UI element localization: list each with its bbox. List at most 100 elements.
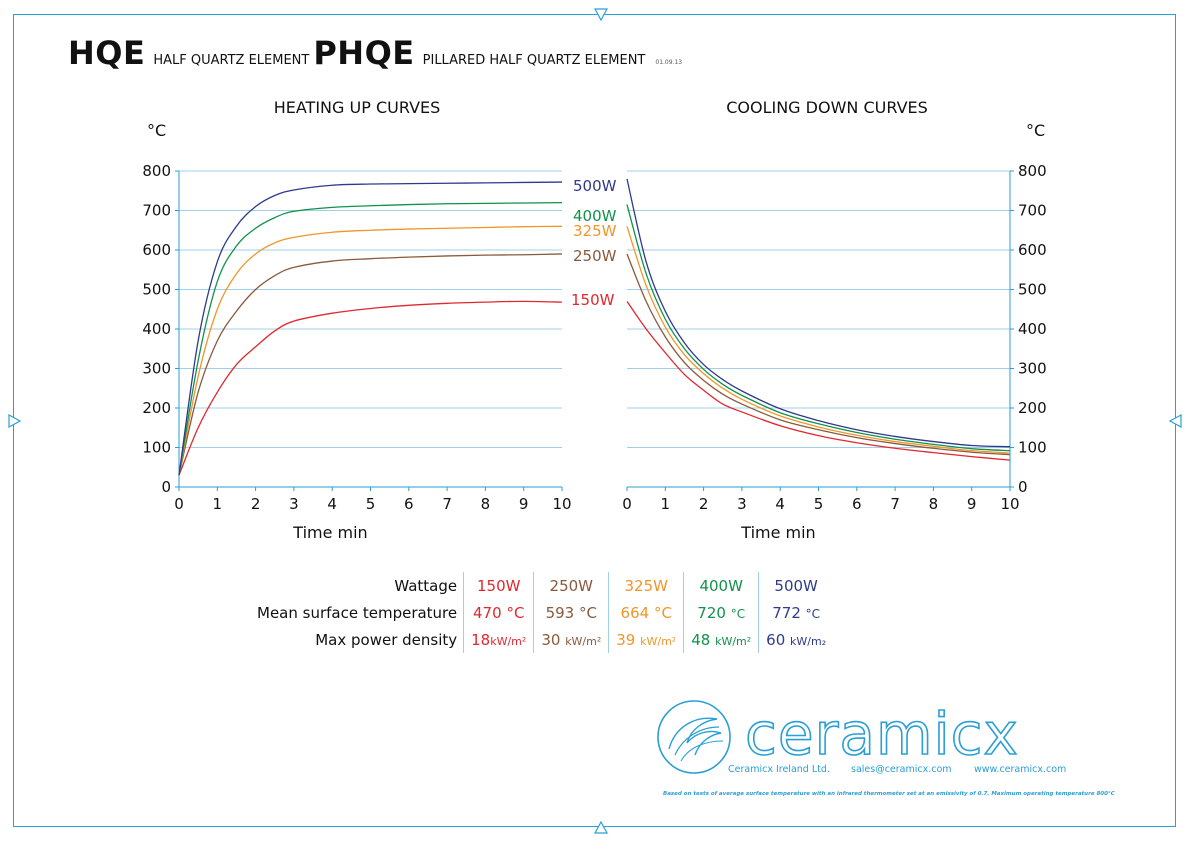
heating-y-tick-label: 0 bbox=[161, 478, 171, 496]
wattage-cell: 500W bbox=[758, 572, 834, 599]
ceramicx-wave-logo-icon bbox=[657, 700, 731, 774]
temperature-cell: 720 °C bbox=[683, 599, 759, 626]
wattage-row: Wattage 150W 250W 325W 400W 500W bbox=[250, 572, 834, 599]
bottom-marker-icon bbox=[594, 820, 608, 834]
wattage-label: Wattage bbox=[394, 576, 458, 595]
cooling-series-400w bbox=[626, 204, 1011, 452]
heating-x-tick-label: 8 bbox=[481, 495, 491, 513]
heating-series-400w bbox=[178, 201, 563, 476]
wattage-cell: 325W bbox=[608, 572, 684, 599]
temperature-cell: 664 °C bbox=[608, 599, 684, 626]
temperature-cell: 470 °C bbox=[463, 599, 534, 626]
cooling-x-tick-label: 5 bbox=[814, 495, 824, 513]
heating-x-tick-label: 10 bbox=[552, 495, 571, 513]
left-marker-icon bbox=[8, 414, 22, 428]
cooling-x-tick-label: 2 bbox=[699, 495, 709, 513]
ceramicx-wordmark: ceramicx bbox=[744, 699, 1019, 769]
top-marker-icon bbox=[594, 8, 608, 22]
temperature-row: Mean surface temperature 470 °C 593 °C 6… bbox=[250, 599, 834, 626]
cooling-y-tick-label: 600 bbox=[1018, 241, 1047, 259]
density-cell: 18kW/m² bbox=[463, 626, 534, 653]
heating-x-tick-label: 7 bbox=[442, 495, 452, 513]
heating-x-tick-label: 9 bbox=[519, 495, 529, 513]
density-cell: 39 kW/m² bbox=[608, 626, 684, 653]
heating-x-tick-label: 4 bbox=[327, 495, 337, 513]
cooling-y-tick-label: 200 bbox=[1018, 399, 1047, 417]
hqe-name: HALF QUARTZ ELEMENT bbox=[153, 53, 310, 68]
cooling-x-tick-label: 7 bbox=[890, 495, 900, 513]
cooling-series-250w bbox=[626, 253, 1011, 456]
wattage-cell: 250W bbox=[533, 572, 609, 599]
cooling-x-tick-label: 0 bbox=[622, 495, 632, 513]
heating-y-tick-label: 300 bbox=[142, 360, 171, 378]
cooling-x-tick-label: 9 bbox=[967, 495, 977, 513]
heating-series-250w bbox=[178, 253, 563, 476]
density-row: Max power density 18kW/m² 30 kW/m² 39 kW… bbox=[250, 626, 834, 653]
phqe-code: PHQE bbox=[313, 34, 415, 72]
heating-series-325w bbox=[178, 225, 563, 476]
heating-y-tick-label: 700 bbox=[142, 202, 171, 220]
cooling-y-tick-label: 500 bbox=[1018, 281, 1047, 299]
legend-label-150w: 150W bbox=[571, 291, 615, 309]
cooling-x-tick-label: 8 bbox=[929, 495, 939, 513]
cooling-x-tick-label: 10 bbox=[1000, 495, 1019, 513]
wattage-cell: 400W bbox=[683, 572, 759, 599]
cooling-x-axis-label: Time min bbox=[740, 523, 815, 542]
heating-series-150w bbox=[178, 300, 563, 476]
hqe-code: HQE bbox=[68, 34, 146, 72]
heating-x-tick-label: 2 bbox=[251, 495, 261, 513]
website-link[interactable]: www.ceramicx.com bbox=[974, 764, 1067, 775]
cooling-x-tick-label: 4 bbox=[775, 495, 785, 513]
heating-x-tick-label: 1 bbox=[213, 495, 223, 513]
revision-date: 01.09.13 bbox=[655, 59, 683, 66]
density-cell: 30 kW/m² bbox=[533, 626, 609, 653]
heating-y-tick-label: 200 bbox=[142, 399, 171, 417]
density-cell: 48 kW/m² bbox=[683, 626, 759, 653]
company-name: Ceramicx Ireland Ltd. bbox=[728, 764, 830, 775]
heating-x-tick-label: 3 bbox=[289, 495, 299, 513]
heating-y-tick-label: 100 bbox=[142, 439, 171, 457]
temperature-label: Mean surface temperature bbox=[257, 603, 458, 622]
cooling-y-tick-label: 100 bbox=[1018, 439, 1047, 457]
density-cell: 60 kW/m₂ bbox=[758, 626, 834, 653]
heating-y-tick-label: 800 bbox=[142, 162, 171, 180]
wattage-cell: 150W bbox=[463, 572, 534, 599]
cooling-series-150w bbox=[626, 300, 1011, 461]
phqe-name: PILLARED HALF QUARTZ ELEMENT bbox=[422, 53, 646, 68]
heating-x-axis-label: Time min bbox=[292, 523, 367, 542]
specs-table: Wattage 150W 250W 325W 400W 500W Mean su… bbox=[250, 572, 834, 653]
right-marker-icon bbox=[1168, 414, 1182, 428]
email-link[interactable]: sales@ceramicx.com bbox=[851, 764, 952, 775]
legend-label-325w: 325W bbox=[573, 222, 617, 240]
heating-y-tick-label: 500 bbox=[142, 281, 171, 299]
cooling-chart-title: COOLING DOWN CURVES bbox=[726, 98, 928, 117]
cooling-y-tick-label: 700 bbox=[1018, 202, 1047, 220]
heating-y-unit: °C bbox=[147, 121, 167, 140]
heating-y-tick-label: 400 bbox=[142, 320, 171, 338]
cooling-x-tick-label: 1 bbox=[661, 495, 671, 513]
cooling-y-tick-label: 0 bbox=[1018, 478, 1028, 496]
heating-x-tick-label: 0 bbox=[174, 495, 184, 513]
cooling-y-tick-label: 800 bbox=[1018, 162, 1047, 180]
heating-x-tick-label: 6 bbox=[404, 495, 414, 513]
test-footnote: Based on tests of average surface temper… bbox=[663, 791, 1115, 797]
cooling-y-tick-label: 300 bbox=[1018, 360, 1047, 378]
cooling-series-325w bbox=[626, 226, 1011, 454]
legend-label-500w: 500W bbox=[573, 177, 617, 195]
cooling-x-tick-label: 3 bbox=[737, 495, 747, 513]
page-header: HQE HALF QUARTZ ELEMENT PHQE PILLARED HALF … bbox=[68, 34, 682, 72]
cooling-series-500w bbox=[626, 178, 1011, 448]
temperature-cell: 593 °C bbox=[533, 599, 609, 626]
temperature-cell: 772 °C bbox=[758, 599, 834, 626]
density-label: Max power density bbox=[315, 630, 458, 649]
legend-label-400w: 400W bbox=[573, 207, 617, 225]
heating-x-tick-label: 5 bbox=[366, 495, 376, 513]
cooling-y-unit: °C bbox=[1026, 121, 1046, 140]
heating-series-500w bbox=[178, 181, 563, 476]
legend-label-250w: 250W bbox=[573, 247, 617, 265]
cooling-x-tick-label: 6 bbox=[852, 495, 862, 513]
heating-y-tick-label: 600 bbox=[142, 241, 171, 259]
cooling-y-tick-label: 400 bbox=[1018, 320, 1047, 338]
heating-chart-title: HEATING UP CURVES bbox=[273, 98, 441, 117]
